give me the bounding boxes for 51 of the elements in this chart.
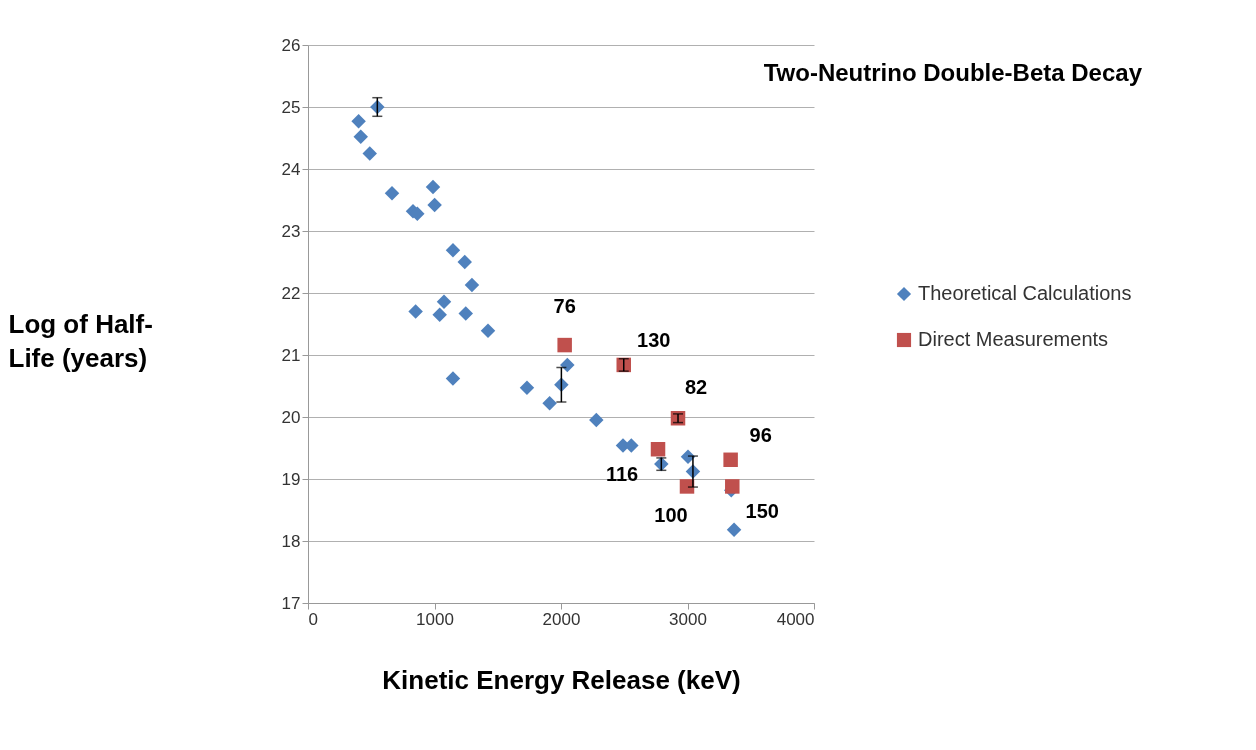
- annotation: 76: [553, 295, 576, 318]
- point: [589, 412, 604, 428]
- text: Two-Neutrino Double-Beta Decay: [763, 59, 1143, 86]
- point: [725, 479, 740, 494]
- point: [351, 114, 366, 129]
- y-tick-label: 26: [281, 35, 301, 55]
- point: [427, 197, 442, 213]
- point: [384, 185, 400, 201]
- y-tick-label: 18: [281, 531, 301, 551]
- annotation: 130: [637, 328, 671, 351]
- point: [408, 304, 423, 319]
- annotation: 116: [605, 463, 639, 486]
- annotation: 82: [684, 376, 708, 399]
- point: [480, 323, 496, 339]
- point: [425, 179, 441, 195]
- point: [542, 396, 557, 411]
- y-tick-label: 25: [281, 97, 301, 117]
- y-tick-label: 17: [281, 593, 301, 613]
- annotation: 100: [654, 504, 688, 527]
- annotation: 96: [749, 423, 772, 446]
- y-tick-label: 20: [281, 407, 301, 427]
- legend-label: Direct Measurements: [918, 328, 1109, 350]
- annotation: 150: [745, 500, 779, 523]
- point: [723, 452, 738, 468]
- y-tick-label: 19: [281, 469, 301, 489]
- x-tick-label: 1000: [416, 609, 454, 629]
- point: [458, 306, 473, 321]
- x-axis-title: Kinetic Energy Release (keV): [382, 664, 741, 695]
- point: [432, 307, 447, 322]
- x-tick-label: 0: [308, 609, 318, 629]
- legend-label: Theoretical Calculations: [918, 282, 1132, 304]
- point: [362, 146, 377, 161]
- point: [650, 441, 666, 457]
- y-tick-label: 23: [281, 221, 301, 241]
- point: [445, 242, 461, 258]
- point: [445, 371, 461, 386]
- point: [457, 254, 472, 270]
- y-tick-label: 22: [281, 283, 301, 303]
- point: [519, 380, 535, 396]
- point: [436, 294, 452, 309]
- y-tick-label: 24: [281, 159, 301, 179]
- point: [557, 337, 572, 353]
- x-tick-label: 2000: [542, 609, 581, 629]
- x-tick-label: 4000: [776, 609, 815, 629]
- y-axis-title: Log of Half-Life (years): [8, 308, 153, 373]
- point: [560, 357, 575, 373]
- point: [353, 129, 368, 145]
- y-tick-label: 21: [281, 345, 301, 365]
- point: [726, 522, 742, 538]
- x-tick-label: 3000: [669, 609, 707, 629]
- point: [464, 277, 480, 293]
